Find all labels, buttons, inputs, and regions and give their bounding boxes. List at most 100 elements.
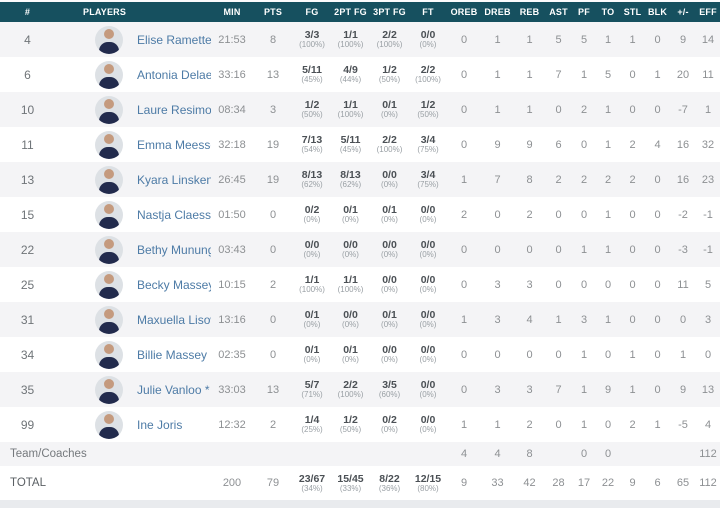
player-name-link[interactable]: Laure Resimont	[137, 102, 211, 117]
stat-reb: 8	[526, 173, 533, 186]
total-label: TOTAL	[10, 477, 46, 489]
total-dreb: 33	[491, 477, 504, 489]
player-avatar[interactable]	[95, 270, 123, 299]
player-row: 34 Billie Massey 02:35 0 0/1 (0%) 0/1 (0%)…	[0, 337, 720, 372]
stat-ast: 0	[555, 243, 562, 256]
stat-pts: 19	[266, 173, 280, 186]
player-avatar[interactable]	[95, 200, 123, 229]
team-min	[211, 442, 253, 466]
stat-min: 10:15	[218, 278, 246, 291]
player-avatar[interactable]	[95, 25, 123, 54]
player-row: 99 Ine Joris 12:32 2 1/4 (25%) 1/2 (50%) 0…	[0, 407, 720, 442]
stat-3ptfg: 0/0 (0%)	[381, 239, 398, 260]
player-name-link[interactable]: Elise Ramette *	[137, 32, 211, 47]
stat-fg: 0/1 (0%)	[303, 309, 321, 330]
player-avatar[interactable]	[95, 95, 123, 124]
stat-reb: 1	[526, 68, 533, 81]
stat-to: 1	[604, 33, 612, 46]
player-name-link[interactable]: Antonia Delaere *	[137, 67, 211, 82]
col-header-plusminus: +/-	[670, 2, 696, 22]
stat-2ptfg: 1/1 (100%)	[337, 274, 364, 295]
stat-eff: -1	[703, 243, 713, 256]
stat-min: 33:16	[218, 68, 246, 81]
avatar-jersey	[99, 76, 119, 89]
stat-pf: 1	[580, 418, 588, 431]
col-header-players: PLAYERS	[55, 2, 211, 22]
stat-fg: 5/11 (45%)	[301, 64, 323, 85]
stat-min: 01:50	[218, 208, 246, 221]
player-avatar[interactable]	[95, 165, 123, 194]
stat-stl: 0	[629, 68, 636, 81]
player-name-link[interactable]: Julie Vanloo *	[137, 382, 210, 397]
total-blk: 6	[654, 477, 661, 489]
player-number: 6	[24, 67, 31, 82]
stat-pf: 5	[580, 33, 588, 46]
stat-3ptfg: 0/2 (0%)	[381, 414, 398, 435]
player-number: 10	[20, 102, 35, 117]
stat-3ptfg: 2/2 (100%)	[376, 29, 403, 50]
stat-blk: 0	[654, 243, 661, 256]
stat-blk: 1	[654, 418, 661, 431]
stat-fg: 0/2 (0%)	[303, 204, 321, 225]
player-name-link[interactable]: Emma Meesseman *	[137, 137, 211, 152]
player-row: 22 Bethy Mununga 03:43 0 0/0(0%) 0/0(0%)…	[0, 232, 720, 267]
team-oreb: 4	[460, 448, 468, 460]
player-name-link[interactable]: Kyara Linskens *	[137, 172, 211, 187]
avatar-head	[104, 168, 114, 179]
player-avatar[interactable]	[95, 410, 123, 439]
stat-ast: 7	[555, 68, 562, 81]
stat-plusminus: 1	[679, 348, 687, 361]
player-avatar[interactable]	[95, 130, 123, 159]
total-min: 200	[222, 477, 242, 489]
team-fg	[293, 442, 331, 466]
player-avatar[interactable]	[95, 375, 123, 404]
stat-ast: 1	[555, 313, 562, 326]
player-name-link[interactable]: Billie Massey	[137, 347, 208, 362]
avatar-jersey	[99, 111, 119, 124]
player-avatar[interactable]	[95, 305, 123, 334]
stat-min: 13:16	[218, 313, 246, 326]
stat-oreb: 2	[460, 208, 468, 221]
stat-stl: 1	[629, 348, 636, 361]
stat-fg: 5/7 (71%)	[301, 379, 323, 400]
total-plusminus: 65	[676, 477, 690, 489]
player-avatar[interactable]	[95, 60, 123, 89]
total-to: 22	[601, 477, 615, 489]
avatar-head	[104, 203, 114, 214]
stat-ast: 0	[555, 278, 562, 291]
stat-to: 0	[604, 278, 612, 291]
stat-2ptfg: 8/13 (62%)	[339, 169, 362, 190]
player-name-link[interactable]: Nastja Claessens	[137, 207, 211, 222]
stat-ft: 0/0 (0%)	[419, 414, 437, 435]
player-avatar[interactable]	[95, 235, 123, 264]
player-name-link[interactable]: Ine Joris	[137, 417, 183, 432]
player-name-link[interactable]: Maxuella Lisowa Mbaka	[137, 312, 211, 327]
stat-pts: 0	[269, 313, 277, 326]
avatar-head	[104, 238, 114, 249]
stat-reb: 0	[526, 348, 533, 361]
stat-pf: 1	[580, 348, 588, 361]
stat-stl: 0	[629, 278, 636, 291]
team-stl	[620, 442, 645, 466]
col-header-oreb: OREB	[447, 2, 481, 22]
total-pf: 17	[577, 477, 591, 489]
stat-3ptfg: 0/1 (0%)	[381, 99, 398, 120]
stat-pf: 0	[580, 208, 588, 221]
player-name-link[interactable]: Becky Massey	[137, 277, 211, 292]
player-number: 31	[20, 312, 35, 327]
player-row: 11 Emma Meesseman * 32:18 19 7/13(54%) 5…	[0, 127, 720, 162]
stat-blk: 1	[654, 68, 661, 81]
player-avatar[interactable]	[95, 340, 123, 369]
stat-eff: 13	[701, 383, 715, 396]
stat-pf: 3	[580, 313, 588, 326]
stat-ft: 0/0 (0%)	[419, 309, 437, 330]
stat-plusminus: 9	[679, 383, 687, 396]
avatar-jersey	[99, 146, 119, 159]
total-row: TOTAL 200 79 23/67 (34%) 15/45 (33%) 8/22(…	[0, 466, 720, 500]
player-name-link[interactable]: Bethy Mununga	[137, 242, 211, 257]
stat-reb: 0	[526, 243, 533, 256]
stat-ft: 0/0 (0%)	[419, 29, 437, 50]
stat-ast: 5	[555, 33, 562, 46]
stat-oreb: 0	[460, 68, 468, 81]
stat-reb: 1	[526, 103, 533, 116]
